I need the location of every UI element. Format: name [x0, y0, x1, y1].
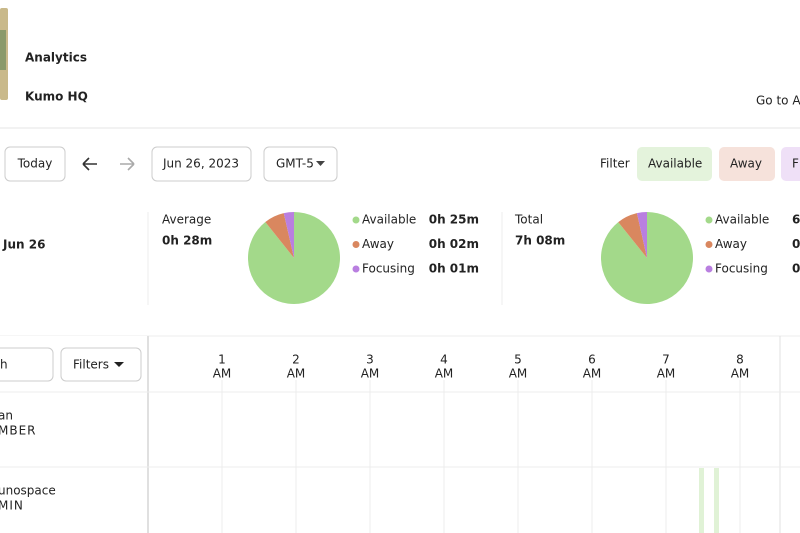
legend-value: 0h — [792, 237, 800, 251]
card-label: Average — [162, 213, 211, 227]
chip-label: Away — [730, 157, 762, 171]
button-label: Filters — [73, 358, 109, 372]
hour-period: AM — [731, 367, 750, 381]
legend-name: Focusing — [362, 262, 415, 276]
legend-name: Away — [715, 237, 747, 251]
hour-period: AM — [435, 367, 454, 381]
legend-name: Available — [362, 213, 416, 227]
activity-bar — [714, 468, 719, 533]
legend-dot — [705, 241, 713, 248]
filter-chip[interactable] — [637, 147, 712, 181]
member-role: MBER — [0, 424, 37, 438]
hour-label: 7 — [662, 353, 670, 367]
pie-slice — [618, 213, 647, 258]
legend-dot — [705, 216, 713, 224]
hour-label: 5 — [514, 353, 522, 367]
member-name: an — [0, 409, 13, 423]
prev-arrow[interactable] — [82, 157, 97, 171]
search-input[interactable] — [0, 347, 54, 382]
hour-label: 4 — [440, 353, 448, 367]
filters-button[interactable] — [60, 347, 142, 382]
hour-label: 2 — [292, 353, 300, 367]
dropdown-caret — [114, 362, 124, 367]
hour-period: AM — [509, 367, 528, 381]
legend-dot — [705, 265, 713, 273]
filter-chip[interactable] — [781, 147, 800, 181]
activity-bar — [699, 468, 704, 533]
pie-slice — [636, 212, 647, 258]
legend-name: Away — [362, 237, 394, 251]
page-title: Analytics — [25, 51, 87, 65]
search-placeholder: h — [0, 358, 8, 372]
legend-dot — [352, 241, 360, 248]
legend-dot — [352, 216, 360, 224]
button-label: Jun 26, 2023 — [162, 157, 239, 171]
legend-value: 0 — [792, 262, 800, 276]
link[interactable]: Go to An — [756, 94, 800, 108]
filter-label: Filter — [600, 157, 630, 171]
hour-period: AM — [287, 367, 306, 381]
next-arrow[interactable] — [120, 157, 135, 171]
pie-slice — [265, 213, 294, 258]
button-label: Today — [17, 157, 53, 171]
hour-label: 3 — [366, 353, 374, 367]
chip-label: Available — [648, 157, 702, 171]
date-button[interactable] — [151, 146, 252, 182]
legend-dot — [352, 265, 360, 273]
pie-slice — [283, 212, 294, 258]
day-date: Jun 26 — [2, 238, 45, 252]
hour-label: 6 — [588, 353, 596, 367]
hour-label: 1 — [218, 353, 226, 367]
card-value: 0h 28m — [162, 234, 212, 248]
workspace-name: Kumo HQ — [25, 90, 88, 104]
legend-value: 0h 02m — [429, 237, 479, 251]
member-role: MIN — [0, 499, 24, 513]
chip-label: F — [792, 157, 799, 171]
legend-value: 0h 01m — [429, 262, 479, 276]
legend-name: Available — [715, 213, 769, 227]
card-label: Total — [514, 213, 543, 227]
hour-period: AM — [361, 367, 380, 381]
legend-name: Focusing — [715, 262, 768, 276]
hour-period: AM — [583, 367, 602, 381]
hour-period: AM — [657, 367, 676, 381]
avatar-detail — [0, 30, 6, 70]
filter-chip[interactable] — [719, 147, 775, 181]
hour-period: AM — [213, 367, 232, 381]
today-button[interactable] — [4, 146, 66, 182]
timezone-button[interactable] — [263, 146, 338, 182]
button-label: GMT-5 — [276, 157, 314, 171]
legend-value: 0h 25m — [429, 213, 479, 227]
legend-value: 6 — [792, 213, 800, 227]
member-name: unospace — [0, 484, 56, 498]
hour-label: 8 — [736, 353, 744, 367]
dropdown-caret — [316, 161, 325, 166]
card-value: 7h 08m — [515, 234, 565, 248]
